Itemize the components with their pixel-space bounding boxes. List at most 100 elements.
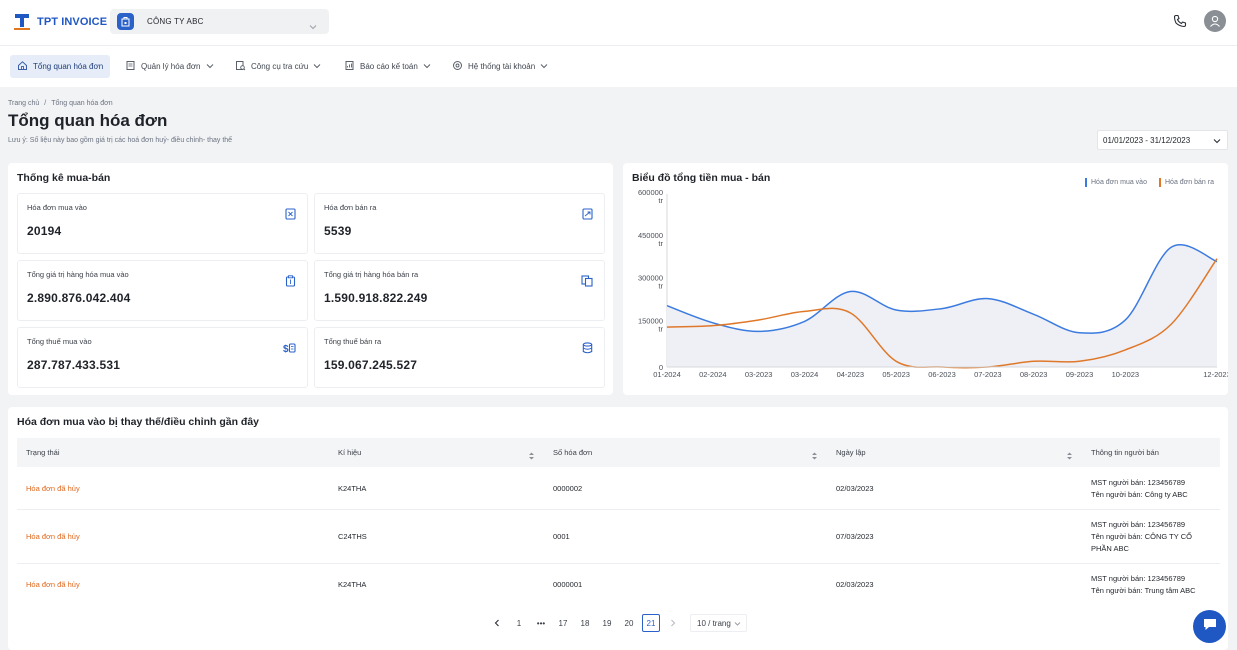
menu-lookup-tools[interactable]: Công cụ tra cứu xyxy=(228,55,328,78)
page-button[interactable]: 20 xyxy=(624,618,634,628)
seller-cell: MST người bán: 123456789 Tên người bán: … xyxy=(1091,519,1211,555)
menu-label: Công cụ tra cứu xyxy=(251,62,309,71)
stat-sell-value[interactable]: Tổng giá trị hàng hóa bán ra 1.590.918.8… xyxy=(314,260,605,321)
logo-icon xyxy=(12,12,32,32)
app-logo[interactable]: TPT INVOICE xyxy=(12,12,107,32)
symbol-cell: K24THA xyxy=(338,580,367,589)
user-icon[interactable] xyxy=(1204,10,1226,32)
date-range-picker[interactable]: 01/01/2023 - 31/12/2023 xyxy=(1097,130,1228,150)
page-button[interactable]: 18 xyxy=(580,618,590,628)
x-tick-label: 02-2024 xyxy=(699,370,727,379)
table-header: Trạng thái Kí hiệu Số hóa đơn Ngày lập T… xyxy=(17,438,1220,467)
sort-icon[interactable] xyxy=(811,448,818,466)
invoice-out-icon xyxy=(582,207,593,225)
page-button[interactable]: 1 xyxy=(516,618,522,628)
invoice-icon xyxy=(125,60,136,73)
sort-icon[interactable] xyxy=(528,448,535,466)
stat-label: Hóa đơn bán ra xyxy=(324,203,377,212)
stats-card: Thống kê mua-bán Hóa đơn mua vào 20194 H… xyxy=(8,163,613,395)
column-header-symbol[interactable]: Kí hiệu xyxy=(338,448,362,457)
stat-label: Hóa đơn mua vào xyxy=(27,203,87,212)
clipboard-icon xyxy=(285,274,296,292)
stat-sell-tax[interactable]: Tổng thuế bán ra 159.067.245.527 xyxy=(314,327,605,388)
stat-sell-invoices[interactable]: Hóa đơn bán ra 5539 xyxy=(314,193,605,254)
menu-label: Báo cáo kế toán xyxy=(360,62,418,71)
column-header-number[interactable]: Số hóa đơn xyxy=(553,448,593,457)
page-ellipsis[interactable]: ••• xyxy=(536,618,546,628)
table-row[interactable]: Hóa đơn đã hủy K24THA 0000002 02/03/2023… xyxy=(17,467,1220,510)
x-tick-label: 03-2024 xyxy=(791,370,819,379)
menu-label: Hệ thống tài khoản xyxy=(468,62,536,71)
stat-buy-invoices[interactable]: Hóa đơn mua vào 20194 xyxy=(17,193,308,254)
legend-sell[interactable]: Hóa đơn bán ra xyxy=(1159,178,1214,187)
page-size-select[interactable]: 10 / trang xyxy=(690,614,747,632)
breadcrumb-home[interactable]: Trang chủ xyxy=(8,100,40,107)
chevron-down-icon xyxy=(309,17,317,35)
phone-icon[interactable] xyxy=(1173,14,1187,33)
stat-buy-value[interactable]: Tổng giá trị hàng hóa mua vào 2.890.876.… xyxy=(17,260,308,321)
y-tick-label: 300000 tr xyxy=(638,274,664,291)
stat-value: 20194 xyxy=(27,224,62,238)
symbol-cell: C24THS xyxy=(338,532,367,541)
y-tick-label: 0 xyxy=(659,363,663,372)
breadcrumb-current: Tổng quan hóa đơn xyxy=(51,100,113,107)
stat-label: Tổng thuế bán ra xyxy=(324,337,382,346)
page-button[interactable]: 19 xyxy=(602,618,612,628)
page-button-current[interactable]: 21 xyxy=(642,614,660,632)
chevron-down-icon xyxy=(206,62,214,71)
x-tick-label: 07-2023 xyxy=(974,370,1002,379)
chat-button[interactable] xyxy=(1193,610,1226,643)
menu-invoice-management[interactable]: Quản lý hóa đơn xyxy=(118,55,221,78)
page-button[interactable]: 17 xyxy=(558,618,568,628)
company-name: CÔNG TY ABC xyxy=(147,17,204,26)
page-size-value: 10 / trang xyxy=(697,618,731,628)
menu-accounting-reports[interactable]: Báo cáo kế toán xyxy=(337,55,438,78)
stats-title: Thống kê mua-bán xyxy=(17,172,111,184)
legend-swatch xyxy=(1085,178,1087,187)
y-tick-label: 600000 tr xyxy=(638,188,664,205)
sort-icon[interactable] xyxy=(1066,448,1073,466)
column-header-date[interactable]: Ngày lập xyxy=(836,448,866,457)
x-tick-label: 10-2023 xyxy=(1112,370,1140,379)
menu-overview[interactable]: Tổng quan hóa đơn xyxy=(10,55,111,78)
table-row[interactable]: Hóa đơn đã hủy C24THS 0001 07/03/2023 MS… xyxy=(17,510,1220,564)
menu-account-system[interactable]: Hệ thống tài khoản xyxy=(445,55,555,78)
x-tick-label: 09-2023 xyxy=(1066,370,1094,379)
money-icon: $ xyxy=(283,341,296,359)
company-icon xyxy=(117,13,134,30)
series-line-0 xyxy=(666,244,1218,334)
x-tick-label: 03-2023 xyxy=(745,370,773,379)
seller-cell: MST người bán: 123456789 Tên người bán: … xyxy=(1091,477,1211,501)
legend-buy[interactable]: Hóa đơn mua vào xyxy=(1085,178,1147,187)
y-tick-label: 450000 tr xyxy=(638,231,664,248)
number-cell: 0001 xyxy=(553,532,570,541)
x-tick-label: 08-2023 xyxy=(1020,370,1048,379)
table-row[interactable]: Hóa đơn đã hủy K24THA 0000001 02/03/2023… xyxy=(17,564,1220,606)
page-note: Lưu ý: Số liệu này bao gồm giá trị các h… xyxy=(8,137,233,144)
seller-name: Tên người bán: CÔNG TY CỔ PHẦN ABC xyxy=(1091,532,1192,553)
chat-icon xyxy=(1202,617,1218,637)
status-cell: Hóa đơn đã hủy xyxy=(26,532,80,541)
next-page-button[interactable] xyxy=(664,614,682,632)
stat-buy-tax[interactable]: Tổng thuế mua vào 287.787.433.531 $ xyxy=(17,327,308,388)
stat-label: Tổng thuế mua vào xyxy=(27,337,92,346)
x-tick-label: 05-2023 xyxy=(882,370,910,379)
chevron-down-icon xyxy=(423,62,431,71)
settings-icon xyxy=(452,60,463,73)
database-icon xyxy=(582,341,593,359)
table-title: Hóa đơn mua vào bị thay thế/điều chỉnh g… xyxy=(17,416,259,428)
status-cell: Hóa đơn đã hủy xyxy=(26,484,80,493)
y-tick-label: 150000 tr xyxy=(638,316,664,333)
chevron-down-icon xyxy=(540,62,548,71)
page-title: Tổng quan hóa đơn xyxy=(8,111,168,130)
line-chart: 0 150000 tr 300000 tr 450000 tr 600000 tr 01-202… xyxy=(638,188,1228,379)
stat-value: 1.590.918.822.249 xyxy=(324,291,428,305)
menu-label: Tổng quan hóa đơn xyxy=(33,62,104,71)
date-cell: 02/03/2023 xyxy=(836,580,874,589)
status-cell: Hóa đơn đã hủy xyxy=(26,580,80,589)
x-tick-label: 06-2023 xyxy=(928,370,956,379)
column-header-status: Trạng thái xyxy=(26,448,60,457)
prev-page-button[interactable] xyxy=(488,614,506,632)
company-selector[interactable]: CÔNG TY ABC xyxy=(110,9,329,34)
date-cell: 02/03/2023 xyxy=(836,484,874,493)
